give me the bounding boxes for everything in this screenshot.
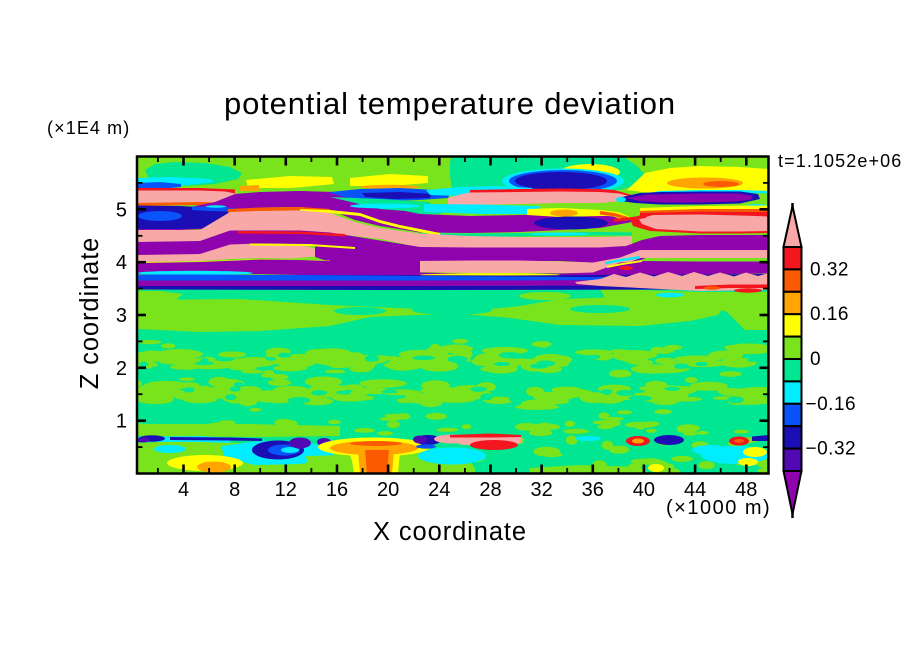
svg-text:−0.32: −0.32: [806, 439, 857, 460]
svg-text:24: 24: [428, 479, 450, 501]
svg-text:16: 16: [326, 479, 348, 501]
svg-text:12: 12: [275, 479, 297, 501]
svg-text:44: 44: [684, 479, 706, 501]
svg-text:4: 4: [116, 252, 127, 274]
svg-text:3: 3: [116, 305, 127, 327]
svg-text:potential temperature deviatio: potential temperature deviation: [224, 86, 676, 121]
svg-text:8: 8: [229, 479, 240, 501]
svg-text:48: 48: [735, 479, 757, 501]
svg-text:5: 5: [116, 199, 127, 221]
svg-text:Z coordinate: Z coordinate: [76, 237, 104, 390]
svg-text:(×1000 m): (×1000 m): [666, 497, 771, 519]
svg-text:0.32: 0.32: [810, 259, 849, 280]
svg-text:−0.16: −0.16: [806, 394, 857, 415]
svg-text:1: 1: [116, 411, 127, 433]
svg-text:32: 32: [530, 479, 552, 501]
svg-text:(×1E4 m): (×1E4 m): [47, 118, 130, 138]
svg-text:X coordinate: X coordinate: [373, 518, 527, 546]
svg-text:t=1.1052e+06: t=1.1052e+06: [778, 151, 902, 171]
svg-text:0.16: 0.16: [810, 304, 849, 325]
svg-text:0: 0: [810, 349, 821, 370]
svg-text:2: 2: [116, 358, 127, 380]
svg-text:20: 20: [377, 479, 399, 501]
svg-text:36: 36: [582, 479, 604, 501]
svg-text:4: 4: [178, 479, 189, 501]
svg-text:40: 40: [633, 479, 655, 501]
svg-text:28: 28: [479, 479, 501, 501]
